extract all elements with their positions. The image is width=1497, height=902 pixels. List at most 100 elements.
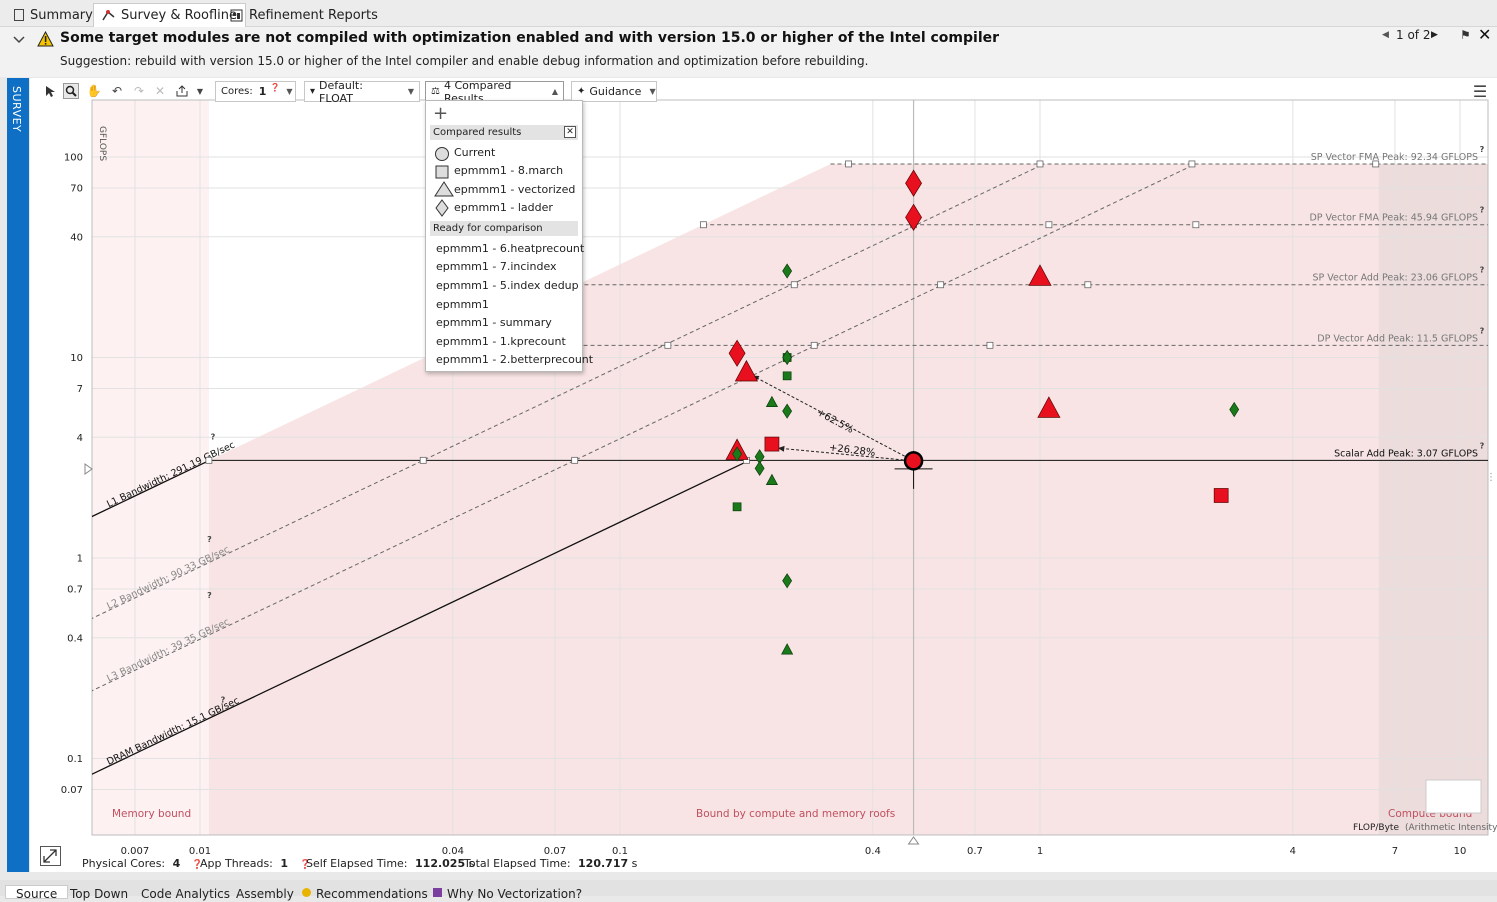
y-tick-label: 0.4 — [67, 633, 83, 644]
roof-intersection-marker — [571, 456, 579, 464]
cores-help-icon[interactable]: ❓ — [270, 83, 281, 92]
mixed-bound-region — [208, 163, 1379, 835]
data-point-diamond — [1229, 401, 1240, 418]
help-icon[interactable]: ❓ — [299, 860, 311, 870]
x-tick-label: 0.007 — [121, 846, 150, 857]
bandwidth-help-icon: ? — [207, 535, 212, 544]
hamburger-menu-icon[interactable]: ☰ — [1472, 81, 1488, 101]
self-elapsed-unit: s — [468, 857, 475, 870]
collapse-chevron-icon[interactable] — [12, 33, 26, 47]
roofline-chart[interactable]: 100 70 40 10 7 4 1 0.7 0.4 0.1 0.07 0.007 0.01 0.04 0.… — [30, 78, 1497, 872]
survey-sidebar[interactable]: SURVEY — [7, 78, 29, 872]
roof-help-icon: ? — [1480, 266, 1485, 275]
compared-item-ladder[interactable]: epmmm1 - ladder — [454, 201, 553, 214]
compute-bound-region — [1378, 163, 1488, 835]
comparison-delta-label: +26.28% — [828, 443, 875, 459]
ready-item[interactable]: epmmm1 - summary — [436, 316, 552, 329]
comparison-arrow — [752, 375, 914, 462]
roofline-chart-panel: 100 70 40 10 7 4 1 0.7 0.4 0.1 0.07 0.007 0.01 0.04 0.… — [30, 78, 1497, 872]
tab-assembly[interactable]: Assembly — [236, 887, 294, 901]
sidebar-label: SURVEY — [10, 86, 23, 133]
compare-scale-icon: ⚖ — [431, 86, 440, 97]
resize-handle-icon: ⋮ — [1486, 472, 1496, 483]
tab-survey-roofline[interactable]: Survey & Roofline — [93, 3, 247, 27]
add-result-icon[interactable]: + — [433, 103, 449, 124]
app-threads-label: App Threads: — [200, 857, 273, 870]
chevron-down-icon: ▼ — [649, 87, 656, 96]
export-dropdown-icon[interactable]: ▼ — [196, 86, 204, 96]
roof-intersection-marker — [790, 281, 798, 289]
roof-intersection-marker — [664, 341, 672, 349]
data-point-square — [764, 436, 780, 452]
export-icon[interactable] — [174, 83, 190, 99]
close-banner-icon[interactable]: ✕ — [1478, 25, 1492, 44]
x-tick-label: 7 — [1392, 846, 1398, 857]
next-page-icon[interactable]: ▶ — [1431, 30, 1438, 40]
zoom-tool-icon[interactable] — [63, 83, 79, 99]
compared-item-vectorized[interactable]: epmmm1 - vectorized — [454, 183, 576, 196]
expand-chart-icon[interactable] — [40, 846, 61, 866]
roofline-icon — [102, 9, 115, 22]
plot-frame — [91, 99, 1489, 836]
recommendations-bulb-icon — [302, 888, 311, 897]
ready-item[interactable]: epmmm1 - 1.kprecount — [436, 335, 566, 348]
ready-item[interactable]: epmmm1 - 2.betterprecount — [436, 353, 594, 366]
roof-help-icon: ? — [1480, 326, 1485, 335]
roof-intersection-marker — [1084, 281, 1092, 289]
filter-dropdown[interactable]: ▾ Default: FLOAT ▼ — [304, 78, 420, 105]
total-elapsed-field: Total Elapsed Time: 120.717 s — [464, 857, 637, 870]
cores-selector[interactable]: Cores: 1 ❓ ▼ — [215, 81, 296, 102]
roof-intersection-marker — [419, 456, 427, 464]
data-point-triangle — [765, 473, 779, 485]
filter-label: Default: FLOAT — [319, 78, 363, 105]
roof-intersection-marker — [700, 221, 707, 229]
roof-label: DP Vector Add Peak: 11.5 GFLOPS — [1317, 333, 1478, 344]
prev-page-icon[interactable]: ◀ — [1382, 30, 1389, 40]
pager-text: 1 of 2 — [1396, 28, 1431, 42]
tab-top-down[interactable]: Top Down — [70, 887, 129, 901]
roof-intersection-marker — [810, 341, 818, 349]
tab-code-analytics[interactable]: Code Analytics — [141, 887, 231, 901]
ready-item[interactable]: epmmm1 - 7.incindex — [436, 260, 557, 273]
triangle-symbol-icon — [434, 181, 454, 197]
compared-item-march[interactable]: epmmm1 - 8.march — [454, 164, 564, 177]
compared-item-current[interactable]: Current — [454, 146, 496, 159]
ready-for-comparison-header: Ready for comparison — [430, 221, 578, 236]
x-tick-label: 10 — [1454, 846, 1467, 857]
tab-recommendations[interactable]: Recommendations — [316, 887, 428, 901]
ready-item[interactable]: epmmm1 — [436, 298, 489, 311]
roof-intersection-marker — [937, 281, 945, 289]
physical-cores-label: Physical Cores: — [82, 857, 166, 870]
y-tick-label: 40 — [70, 232, 83, 243]
ready-item[interactable]: epmmm1 - 6.heatprecount — [436, 242, 585, 255]
tab-why-no-vectorization[interactable]: Why No Vectorization? — [447, 887, 583, 901]
physical-cores-field: Physical Cores: 4 ❓ — [82, 857, 203, 870]
bandwidth-line — [92, 163, 1045, 619]
self-elapsed-label: Self Elapsed Time: — [306, 857, 408, 870]
close-popup-icon[interactable]: ✕ — [564, 126, 576, 138]
roof-intersection-marker — [1372, 160, 1380, 168]
tab-refinement-reports[interactable]: Refinement Reports — [222, 3, 386, 27]
x-tick-label: 0.7 — [967, 846, 983, 857]
redo-icon[interactable]: ↷ — [133, 84, 145, 98]
pointer-tool-icon[interactable] — [42, 83, 58, 99]
help-icon[interactable]: ❓ — [191, 860, 204, 870]
total-elapsed-label: Total Elapsed Time: — [464, 857, 571, 870]
chart-toolbar: ✋ ↶ ↷ ✕ ▼ Cores: 1 ❓ ▼ ▾ Default: FLOAT … — [30, 78, 1497, 105]
y-tick-label: 0.7 — [67, 585, 83, 596]
comparison-arrow — [777, 447, 914, 462]
pan-tool-icon[interactable]: ✋ — [86, 84, 102, 98]
tab-summary[interactable]: Summary — [6, 3, 101, 27]
tab-source[interactable]: Source — [5, 885, 69, 901]
guidance-dropdown[interactable]: ✦ Guidance ▼ — [571, 81, 657, 102]
undo-icon[interactable]: ↶ — [111, 84, 123, 98]
left-gutter — [0, 78, 7, 872]
ready-item[interactable]: epmmm1 - 5.index dedup — [436, 279, 579, 292]
compare-results-dropdown[interactable]: ⚖ 4 Compared Results ▲ — [425, 79, 564, 105]
pin-icon[interactable]: ⚑ — [1460, 28, 1471, 42]
clear-icon[interactable]: ✕ — [154, 84, 166, 98]
roof-label: Scalar Add Peak: 3.07 GFLOPS — [1334, 448, 1478, 459]
compare-results-popup: + Compared results ✕ Current epmmm1 - 8.… — [425, 100, 593, 372]
y-tick-label: 7 — [77, 384, 83, 395]
compute-memory-bound-label: Bound by compute and memory roofs — [696, 808, 895, 820]
